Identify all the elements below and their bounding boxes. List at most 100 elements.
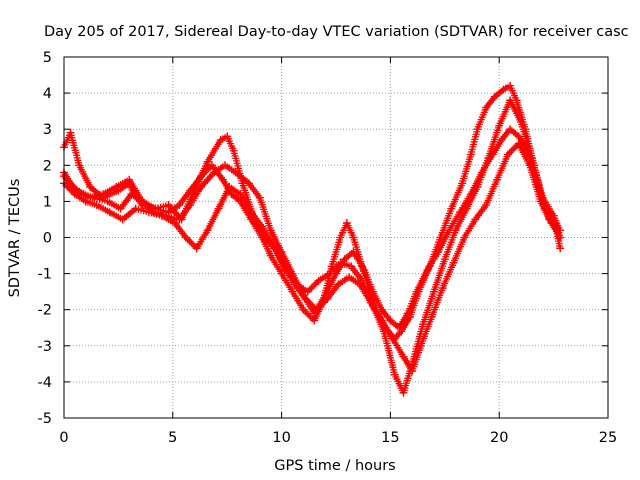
x-tick-label: 25 (599, 430, 617, 446)
x-tick-label: 20 (490, 430, 508, 446)
y-tick-label: -2 (38, 303, 52, 319)
data-point (177, 215, 186, 224)
data-point (466, 150, 475, 159)
data-point (299, 305, 308, 314)
data-point (112, 182, 121, 191)
y-tick-label: 5 (43, 50, 52, 66)
data-point (216, 136, 225, 145)
x-tick-label: 0 (59, 430, 68, 446)
data-point (458, 179, 467, 188)
y-tick-label: 0 (43, 231, 52, 247)
x-tick-label: 10 (272, 430, 290, 446)
data-point (277, 269, 286, 278)
data-point (427, 312, 436, 321)
data-point (105, 208, 114, 217)
data-point (527, 154, 536, 163)
data-point (434, 247, 443, 256)
data-point (349, 233, 358, 242)
data-point (138, 197, 147, 206)
data-point (266, 251, 275, 260)
data-point (86, 193, 95, 202)
data-point (549, 211, 558, 220)
data-point (395, 323, 404, 332)
y-tick-label: 3 (43, 122, 52, 138)
chart-title: Day 205 of 2017, Sidereal Day-to-day VTE… (44, 24, 629, 40)
data-point (118, 215, 127, 224)
data-point (419, 320, 428, 329)
data-point (99, 190, 108, 199)
data-point (131, 204, 140, 213)
data-series (60, 81, 565, 397)
data-point (301, 294, 310, 303)
data-point (207, 161, 216, 170)
data-point (556, 233, 565, 242)
data-point (390, 370, 399, 379)
tick-labels: 0 5 10 15 20 25 -5 -4 -3 -2 -1 0 1 2 3 4 5 (38, 50, 618, 446)
data-point (538, 193, 547, 202)
data-point (556, 244, 565, 253)
data-point (447, 204, 456, 213)
series-d (60, 96, 565, 397)
data-point (229, 146, 238, 155)
data-point (236, 190, 245, 199)
data-point (336, 258, 345, 267)
data-point (484, 154, 493, 163)
data-point (514, 132, 523, 141)
data-point (103, 197, 112, 206)
data-point (125, 175, 134, 184)
data-point (342, 219, 351, 228)
data-point (203, 226, 212, 235)
data-point (310, 316, 319, 325)
data-point (495, 121, 504, 130)
data-point (349, 247, 358, 256)
data-point (223, 132, 232, 141)
data-point (556, 226, 565, 235)
data-point (203, 157, 212, 166)
data-point (460, 233, 469, 242)
data-point (312, 305, 321, 314)
data-point (345, 273, 354, 282)
data-point (181, 233, 190, 242)
grid (64, 57, 608, 418)
data-point (514, 139, 523, 148)
data-point (503, 150, 512, 159)
data-point (440, 255, 449, 264)
data-point (314, 276, 323, 285)
data-point (214, 204, 223, 213)
data-point (497, 136, 506, 145)
data-point (506, 96, 515, 105)
data-point (292, 280, 301, 289)
data-point (238, 179, 247, 188)
data-point (249, 211, 258, 220)
data-point (506, 125, 515, 134)
data-point (175, 201, 184, 210)
data-point (399, 388, 408, 397)
y-tick-label: 2 (43, 158, 52, 174)
data-point (408, 359, 417, 368)
data-point (471, 215, 480, 224)
data-point (388, 334, 397, 343)
data-point (403, 309, 412, 318)
data-point (334, 280, 343, 289)
data-point (323, 294, 332, 303)
data-point (423, 265, 432, 274)
x-axis-label: GPS time / hours (274, 458, 395, 474)
data-point (482, 201, 491, 210)
data-point (516, 117, 525, 126)
data-point (462, 204, 471, 213)
data-point (493, 175, 502, 184)
data-point (75, 161, 84, 170)
data-point (266, 226, 275, 235)
data-point (86, 182, 95, 191)
data-point (473, 125, 482, 134)
data-point (490, 92, 499, 101)
data-point (66, 128, 75, 137)
data-point (73, 186, 82, 195)
data-point (225, 182, 234, 191)
data-point (255, 193, 264, 202)
data-point (164, 201, 173, 210)
data-point (436, 233, 445, 242)
data-point (473, 182, 482, 191)
